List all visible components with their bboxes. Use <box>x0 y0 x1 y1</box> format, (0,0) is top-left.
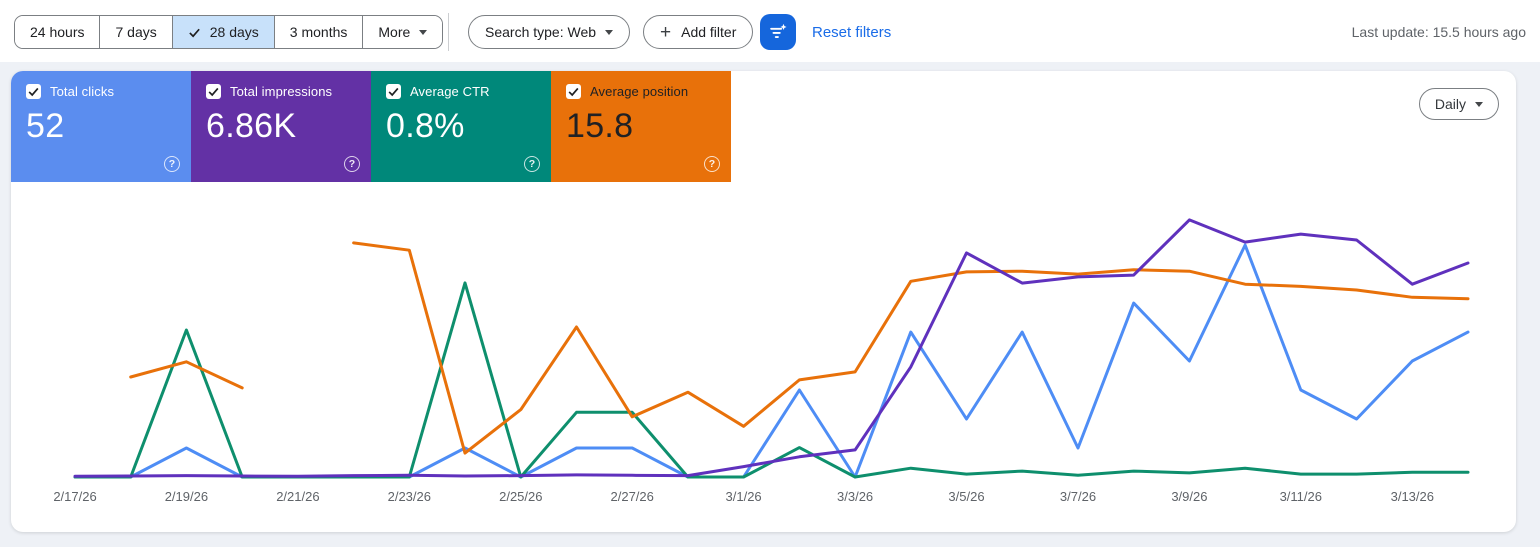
metric-label: Average position <box>590 84 688 99</box>
x-axis-tick-label: 2/23/26 <box>388 489 431 504</box>
chevron-down-icon <box>605 30 613 35</box>
granularity-label: Daily <box>1435 96 1466 112</box>
search-console-performance-page: 24 hours 7 days 28 days 3 months <box>0 0 1540 547</box>
add-filter-label: Add filter <box>681 24 736 40</box>
x-axis-tick-label: 2/19/26 <box>165 489 208 504</box>
date-range-label: More <box>378 24 410 40</box>
last-update-value: Last update: 15.5 hours ago <box>1352 24 1526 40</box>
reset-filters-link[interactable]: Reset filters <box>812 15 891 49</box>
metric-card-total-clicks[interactable]: Total clicks 52 ? <box>11 71 191 182</box>
help-icon[interactable]: ? <box>704 156 720 172</box>
metric-card-total-impressions[interactable]: Total impressions 6.86K ? <box>191 71 371 182</box>
help-icon[interactable]: ? <box>344 156 360 172</box>
metric-card-average-ctr[interactable]: Average CTR 0.8% ? <box>371 71 551 182</box>
metric-value: 6.86K <box>206 107 356 146</box>
date-range-label: 3 months <box>290 24 348 40</box>
date-range-label: 24 hours <box>30 24 84 40</box>
filter-sparkle-icon <box>767 21 789 43</box>
x-axis-tick-label: 3/13/26 <box>1391 489 1434 504</box>
reset-filters-label: Reset filters <box>812 24 891 41</box>
last-update-text: Last update: 15.5 hours ago <box>1352 15 1526 49</box>
x-axis-tick-label: 2/27/26 <box>611 489 654 504</box>
help-icon[interactable]: ? <box>164 156 180 172</box>
check-icon <box>188 26 201 39</box>
toolbar-divider <box>448 13 449 51</box>
x-axis-tick-label: 3/5/26 <box>948 489 984 504</box>
help-icon[interactable]: ? <box>524 156 540 172</box>
x-axis-tick-label: 2/17/26 <box>53 489 96 504</box>
metric-label: Total impressions <box>230 84 332 99</box>
date-range-group: 24 hours 7 days 28 days 3 months <box>14 15 443 49</box>
x-axis-tick-label: 3/3/26 <box>837 489 873 504</box>
series-line-average-ctr- <box>75 283 1468 477</box>
date-range-label: 7 days <box>115 24 156 40</box>
date-range-7-days[interactable]: 7 days <box>99 16 171 48</box>
x-axis-tick-label: 3/1/26 <box>726 489 762 504</box>
date-range-3-months[interactable]: 3 months <box>274 16 363 48</box>
performance-card: 2/17/26 2/19/26 2/21/26 2/23/26 2/25/26 2/27/… <box>11 71 1516 532</box>
metric-label: Total clicks <box>50 84 114 99</box>
add-filter-button[interactable]: + Add filter <box>643 15 753 49</box>
series-line-average-position <box>131 362 243 388</box>
date-range-more-menu[interactable]: More <box>362 16 442 48</box>
granularity-dropdown[interactable]: Daily <box>1419 88 1499 120</box>
metric-cards: Total clicks 52 ? Total impressions 6.86… <box>11 71 731 182</box>
metric-value: 15.8 <box>566 107 716 146</box>
x-axis-tick-label: 3/11/26 <box>1280 489 1322 504</box>
plus-icon: + <box>660 23 671 42</box>
x-axis-tick-label: 3/9/26 <box>1171 489 1207 504</box>
search-type-label: Search type: Web <box>485 24 596 40</box>
metric-card-average-position[interactable]: Average position 15.8 ? <box>551 71 731 182</box>
metric-label: Average CTR <box>410 84 490 99</box>
date-range-28-days[interactable]: 28 days <box>172 16 274 48</box>
series-line-total-clicks <box>75 245 1468 477</box>
x-axis-tick-label: 3/7/26 <box>1060 489 1096 504</box>
checkbox-checked-icon[interactable] <box>386 84 401 99</box>
toolbar: 24 hours 7 days 28 days 3 months <box>0 0 1540 62</box>
metric-value: 52 <box>26 107 176 146</box>
checkbox-checked-icon[interactable] <box>206 84 221 99</box>
date-range-24-hours[interactable]: 24 hours <box>15 16 99 48</box>
date-range-label: 28 days <box>210 24 259 40</box>
metric-value: 0.8% <box>386 107 536 146</box>
x-axis-tick-label: 2/21/26 <box>276 489 319 504</box>
chevron-down-icon <box>1475 102 1483 107</box>
checkbox-checked-icon[interactable] <box>26 84 41 99</box>
filter-sparkle-button[interactable] <box>760 14 796 50</box>
search-type-dropdown[interactable]: Search type: Web <box>468 15 630 49</box>
chevron-down-icon <box>419 30 427 35</box>
series-line-average-position <box>354 243 1468 453</box>
checkbox-checked-icon[interactable] <box>566 84 581 99</box>
x-axis-tick-label: 2/25/26 <box>499 489 542 504</box>
series-line-total-impressions <box>75 220 1468 476</box>
